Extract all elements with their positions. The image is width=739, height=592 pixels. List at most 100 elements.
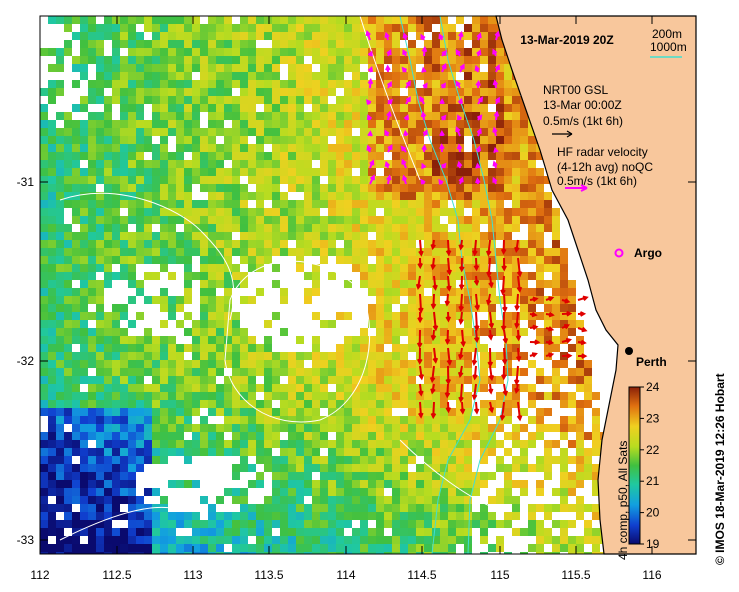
sst-cell [312, 384, 320, 392]
sst-cell [112, 24, 120, 32]
velocity-arrow-icon [439, 143, 445, 153]
sst-cell [496, 104, 504, 112]
sst-cell [568, 416, 576, 424]
sst-cell [312, 448, 320, 456]
sst-cell [272, 88, 280, 96]
nrt-legend: NRT00 GSL 13-Mar 00:00Z 0.5m/s (1kt 6h) [543, 83, 623, 138]
sst-cell [120, 200, 128, 208]
sst-cell [352, 536, 360, 544]
sst-cell [80, 544, 88, 552]
sst-cell [160, 168, 168, 176]
sst-cell [168, 520, 176, 528]
sst-cell [480, 416, 488, 424]
sst-cell [248, 408, 256, 416]
sst-cell [152, 352, 160, 360]
sst-cell [424, 424, 432, 432]
sst-cell [96, 72, 104, 80]
sst-cell [104, 152, 112, 160]
velocity-arrow-icon [458, 176, 464, 185]
sst-cell [80, 16, 88, 24]
sst-cell [272, 168, 280, 176]
sst-cell [240, 104, 248, 112]
sst-cell [320, 392, 328, 400]
sst-cell [232, 64, 240, 72]
sst-cell [184, 296, 192, 304]
sst-cell [480, 360, 488, 368]
sst-cell [200, 424, 208, 432]
sst-cell [152, 360, 160, 368]
sst-cell [184, 312, 192, 320]
sst-cell [312, 400, 320, 408]
sst-cell [272, 464, 280, 472]
sst-cell [408, 488, 416, 496]
sst-cell [176, 56, 184, 64]
sst-cell [168, 256, 176, 264]
sst-cell [440, 128, 448, 136]
sst-cell [56, 136, 64, 144]
sst-cell [312, 536, 320, 544]
sst-cell [400, 312, 408, 320]
velocity-arrow-icon [545, 296, 555, 302]
sst-cell [112, 360, 120, 368]
sst-cell [496, 520, 504, 528]
sst-cell [480, 328, 488, 336]
sst-cell [80, 176, 88, 184]
sst-cell [448, 472, 456, 480]
sst-cell [216, 520, 224, 528]
sst-cell [88, 232, 96, 240]
sst-cell [568, 296, 576, 304]
sst-cell [200, 184, 208, 192]
sst-cell [512, 400, 520, 408]
sst-cell [80, 440, 88, 448]
sst-cell [440, 552, 448, 554]
sst-cell [376, 376, 384, 384]
sst-cell [584, 360, 592, 368]
sst-cell [496, 208, 504, 216]
sst-cell [336, 144, 344, 152]
sst-cell [440, 520, 448, 528]
sst-cell [56, 64, 64, 72]
sst-cell [56, 240, 64, 248]
sst-cell [520, 304, 528, 312]
sst-cell [128, 32, 136, 40]
sst-cell [200, 208, 208, 216]
sst-cell [88, 472, 96, 480]
sst-cell [304, 48, 312, 56]
sst-cell [240, 136, 248, 144]
velocity-arrow-icon [477, 114, 483, 121]
sst-cell [232, 224, 240, 232]
sst-cell [360, 528, 368, 536]
sst-cell [504, 224, 512, 232]
sst-cell [208, 216, 216, 224]
sst-cell [304, 296, 312, 304]
sst-cell [272, 424, 280, 432]
sst-cell [248, 104, 256, 112]
sst-cell [192, 216, 200, 224]
sst-cell [576, 336, 584, 344]
sst-cell [192, 384, 200, 392]
sst-cell [536, 336, 544, 344]
sst-cell [200, 152, 208, 160]
sst-cell [112, 240, 120, 248]
sst-cell [472, 168, 480, 176]
sst-cell [88, 416, 96, 424]
sst-cell [216, 272, 224, 280]
sst-cell [240, 528, 248, 536]
sst-cell [64, 384, 72, 392]
sst-cell [288, 88, 296, 96]
sst-cell [184, 384, 192, 392]
sst-cell [312, 112, 320, 120]
sst-cell [344, 536, 352, 544]
sst-cell [432, 232, 440, 240]
sst-cell [368, 136, 376, 144]
sst-cell [472, 176, 480, 184]
sst-cell [472, 152, 480, 160]
sst-cell [512, 96, 520, 104]
sst-cell [160, 216, 168, 224]
sst-cell [248, 24, 256, 32]
sst-cell [232, 432, 240, 440]
sst-cell [432, 416, 440, 424]
sst-cell [176, 368, 184, 376]
sst-cell [80, 496, 88, 504]
sst-cell [520, 240, 528, 248]
